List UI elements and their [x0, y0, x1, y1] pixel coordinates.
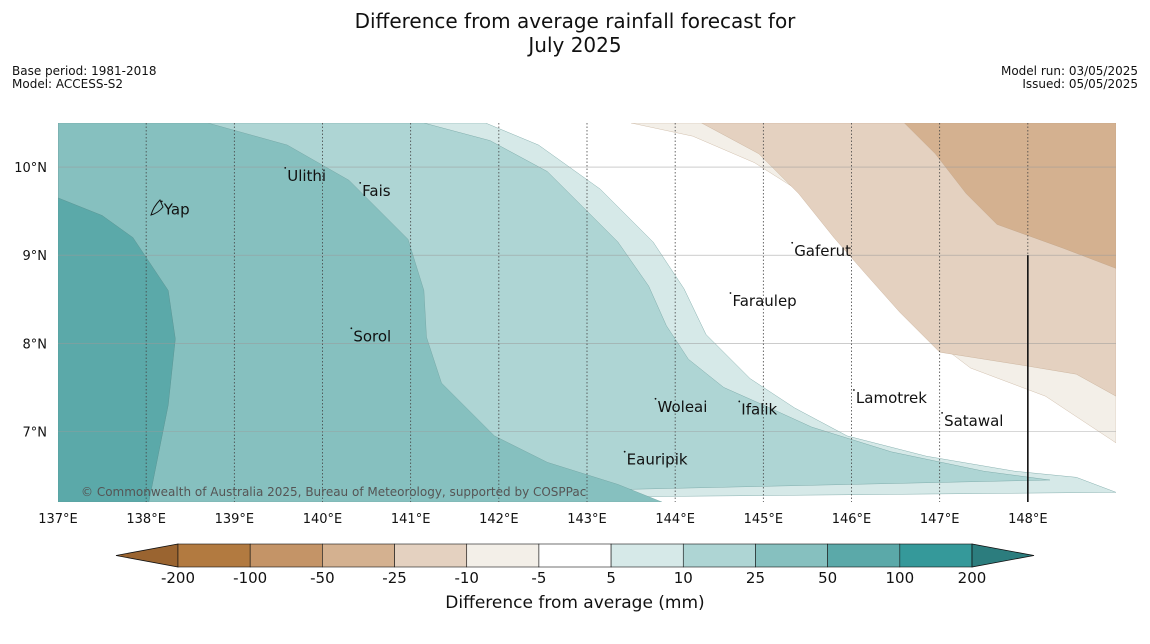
y-tick-label: 8°N: [23, 337, 48, 352]
colorbar-tick-label: 200: [958, 569, 987, 587]
rain-band: [58, 123, 662, 502]
model-run: Model run: 03/05/2025: [1000, 64, 1138, 78]
place-label: Satawal: [944, 412, 1003, 430]
island-dot: [160, 200, 163, 203]
place-label: Gaferut: [794, 242, 851, 260]
colorbar-segment: [827, 543, 901, 568]
place-label: Yap: [163, 200, 190, 218]
colorbar-extend-min: [115, 543, 179, 568]
x-tick-label: 145°E: [744, 512, 784, 527]
x-tick-label: 137°E: [38, 512, 78, 527]
y-tick-label: 9°N: [23, 249, 48, 264]
island-dot: [350, 327, 353, 330]
base-period: Base period: 1981-2018: [12, 64, 157, 78]
colorbar-tick-label: -25: [382, 569, 407, 587]
x-tick-label: 144°E: [655, 512, 695, 527]
colorbar-tick-label: 5: [606, 569, 616, 587]
x-tick-label: 147°E: [920, 512, 960, 527]
place-label: Woleai: [658, 398, 708, 416]
island-dot: [654, 397, 657, 400]
colorbar-segment: [322, 543, 395, 568]
yap-island-shape: [150, 199, 164, 216]
colorbar-segment: [755, 543, 828, 568]
colorbar-tick-label: -100: [233, 569, 267, 587]
colorbar-tick-label: -5: [531, 569, 546, 587]
title-line-1: Difference from average rainfall forecas…: [354, 9, 796, 33]
colorbar-segment: [177, 543, 251, 568]
x-tick-label: 142°E: [479, 512, 519, 527]
meta-left: Base period: 1981-2018 Model: ACCESS-S2: [12, 65, 157, 91]
island-dot: [738, 400, 741, 403]
place-label: Ifalik: [741, 400, 777, 418]
island-dot: [284, 166, 287, 169]
colorbar-segment: [682, 543, 756, 568]
island-dot: [791, 241, 794, 244]
colorbar-segment: [610, 543, 684, 568]
rain-band: [904, 123, 1116, 269]
y-tick-label: 10°N: [14, 161, 47, 176]
place-label: Sorol: [353, 327, 391, 345]
x-tick-label: 139°E: [215, 512, 255, 527]
place-label: Ulithi: [287, 167, 326, 185]
colorbar-segment: [394, 543, 468, 568]
colorbar-tick-label: 100: [885, 569, 914, 587]
colorbar-tick-label: -10: [454, 569, 479, 587]
x-tick-label: 138°E: [126, 512, 166, 527]
colorbar-tick-label: 50: [818, 569, 837, 587]
colorbar-tick-label: -50: [310, 569, 335, 587]
model-name: Model: ACCESS-S2: [12, 77, 124, 91]
issued-date: Issued: 05/05/2025: [1022, 77, 1138, 91]
island-dot: [729, 292, 732, 294]
x-tick-label: 140°E: [303, 512, 343, 527]
x-tick-label: 148°E: [1008, 512, 1048, 527]
colorbar-title: Difference from average (mm): [445, 593, 705, 613]
x-tick-label: 143°E: [567, 512, 607, 527]
colorbar-tick-label: -200: [161, 569, 195, 587]
title-line-2: July 2025: [528, 33, 622, 57]
place-label: Eauripik: [627, 451, 688, 469]
place-label: Lamotrek: [856, 389, 927, 407]
colorbar-segment: [466, 543, 540, 568]
meta-right: Model run: 03/05/2025 Issued: 05/05/2025: [1001, 65, 1138, 91]
colorbar-extend-max: [971, 543, 1035, 568]
y-tick-label: 7°N: [23, 425, 48, 440]
island-dot: [941, 412, 943, 414]
x-tick-label: 141°E: [391, 512, 431, 527]
map-title: Difference from average rainfall forecas…: [0, 9, 1150, 57]
colorbar-segment: [538, 543, 612, 568]
colorbar-segment: [249, 543, 323, 568]
place-label: Faraulep: [732, 292, 796, 310]
island-dot: [359, 181, 362, 184]
place-label: Fais: [362, 182, 391, 200]
colorbar-tick-label: 25: [746, 569, 765, 587]
island-dot: [853, 389, 855, 391]
colorbar-segment: [899, 543, 973, 568]
island-dot: [623, 450, 626, 453]
colorbar-tick-label: 10: [674, 569, 693, 587]
copyright-text: © Commonwealth of Australia 2025, Bureau…: [81, 485, 586, 499]
x-tick-label: 146°E: [832, 512, 872, 527]
